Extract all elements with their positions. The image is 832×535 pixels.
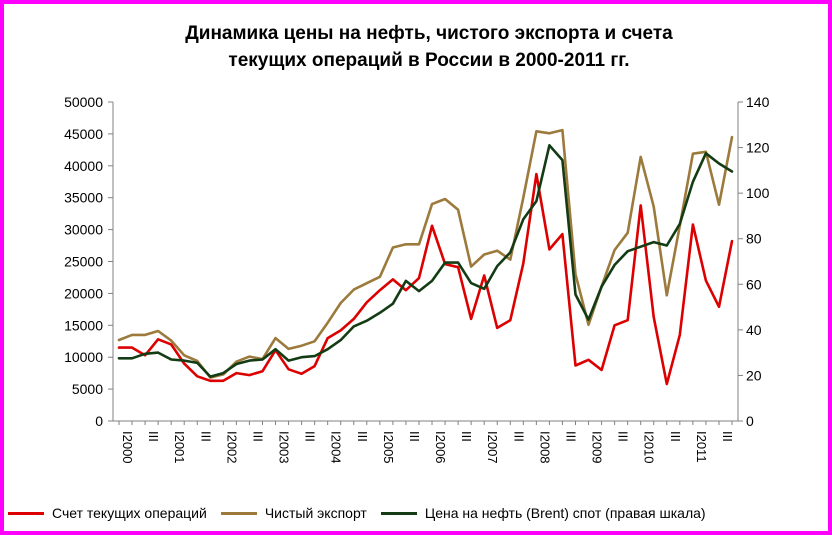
left-tick-label: 20000	[64, 285, 103, 301]
x-axis-labels: I2000 III I2001 III I2002 III I2003 III I2004 III…	[118, 421, 735, 464]
right-tick-label: 120	[746, 140, 770, 156]
series-line-2	[117, 144, 734, 378]
x-tick-label: I2001	[172, 431, 187, 464]
x-tick-label: I2011	[694, 431, 709, 463]
x-tick-label: I2008	[537, 431, 552, 464]
legend-label-current-account: Счет текущих операций	[52, 505, 207, 521]
right-tick-label: 20	[746, 367, 762, 383]
x-tick-label: III	[720, 431, 735, 442]
legend-item-oil-price: Цена на нефть (Brent) спот (правая шкала…	[380, 505, 706, 521]
left-tick-label: 50000	[64, 94, 103, 110]
left-tick-label: 5000	[72, 381, 103, 397]
legend-swatch-current-account	[8, 511, 44, 515]
right-axis-ticks: 0 20 40 60 80 100 120 140	[738, 94, 770, 429]
x-tick-label: I2009	[590, 431, 605, 464]
x-tick-label: III	[355, 431, 370, 442]
x-tick-label: I2004	[329, 431, 344, 464]
x-tick-label: III	[407, 431, 422, 442]
right-tick-label: 80	[746, 231, 762, 247]
x-tick-label: III	[146, 431, 161, 442]
x-tick-label: III	[616, 431, 631, 442]
chart-title-line-1: Динамика цены на нефть, чистого экспорта…	[185, 23, 673, 44]
x-tick-label: III	[303, 431, 318, 442]
right-tick-label: 100	[746, 185, 770, 201]
chart-title-line-2: текущих операций в России в 2000-2011 гг…	[228, 50, 630, 71]
x-tick-label: III	[198, 431, 213, 442]
chart-frame: Динамика цены на нефть, чистого экспорта…	[4, 4, 828, 531]
right-tick-label: 0	[746, 413, 754, 429]
legend-item-net-export: Чистый экспорт	[220, 505, 367, 521]
right-tick-label: 140	[746, 94, 770, 110]
legend-label-net-export: Чистый экспорт	[264, 505, 367, 521]
left-axis-ticks: 0 5000 10000 15000 20000 25000 30000 35000 40000…	[64, 94, 113, 429]
x-tick-label: I2002	[224, 431, 239, 464]
left-tick-label: 25000	[64, 254, 103, 270]
x-tick-label: III	[250, 431, 265, 442]
x-tick-label: I2003	[277, 431, 292, 464]
x-tick-label: III	[668, 431, 683, 442]
legend-swatch-net-export	[220, 511, 257, 515]
legend-item-current-account: Счет текущих операций	[8, 505, 207, 521]
left-tick-label: 40000	[64, 158, 103, 174]
chart-legend: Счет текущих операций Чистый экспорт Цен…	[8, 502, 828, 524]
left-tick-label: 30000	[64, 222, 103, 238]
left-tick-label: 45000	[64, 126, 103, 142]
left-tick-label: 15000	[64, 317, 103, 333]
x-tick-label: I2007	[485, 431, 500, 464]
x-tick-label: III	[563, 431, 578, 442]
x-tick-label: I2010	[642, 431, 657, 464]
x-tick-label: I2005	[381, 431, 396, 464]
right-tick-label: 40	[746, 322, 762, 338]
line-chart: 0 5000 10000 15000 20000 25000 30000 35000 40000…	[64, 94, 770, 464]
chart-title: Динамика цены на нефть, чистого экспорта…	[4, 20, 828, 74]
series-lines	[117, 128, 734, 386]
x-tick-label: I2006	[433, 431, 448, 464]
right-tick-label: 60	[746, 276, 762, 292]
legend-swatch-oil-price	[380, 511, 417, 515]
x-tick-label: III	[511, 431, 526, 442]
left-tick-label: 10000	[64, 349, 103, 365]
series-line-0	[117, 172, 734, 386]
legend-label-oil-price: Цена на нефть (Brent) спот (правая шкала…	[424, 505, 706, 521]
left-tick-label: 0	[95, 413, 103, 429]
left-tick-label: 35000	[64, 190, 103, 206]
x-tick-label: I2000	[120, 431, 135, 464]
x-tick-label: III	[459, 431, 474, 442]
